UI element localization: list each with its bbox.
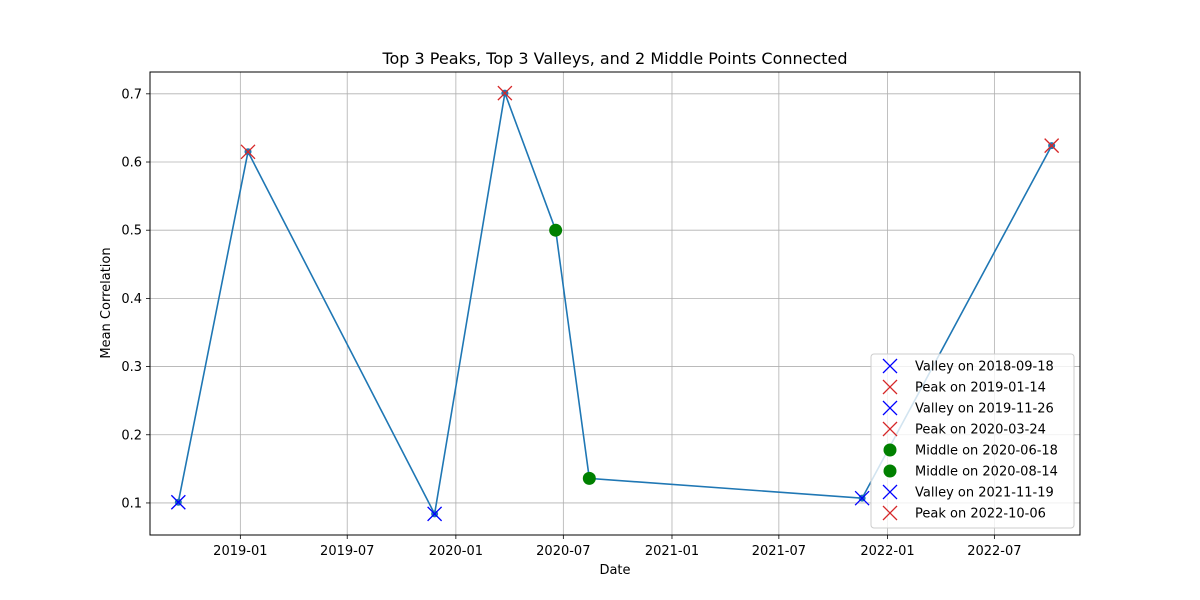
y-tick-label: 0.5 [121,224,142,239]
x-tick-label: 2019-01 [213,544,267,559]
legend-peak-marker [882,379,898,395]
legend-middle-marker [883,464,897,478]
x-tick-label: 2022-07 [967,544,1021,559]
x-tick-label: 2020-01 [429,544,483,559]
middle-marker [549,223,563,237]
x-tick-label: 2020-07 [536,544,590,559]
legend-box [870,353,1075,529]
legend: Valley on 2018-09-18 Peak on 2019-01-14 Va… [870,353,1075,529]
legend-entry-label: Peak on 2022-10-06 [915,507,1046,522]
y-axis-ticks: 0.1 0.2 0.3 0.4 0.5 0.6 0.7 [121,87,150,511]
x-axis-ticks: 2019-01 2019-07 2020-01 2020-07 2021-01 2021-… [213,535,1022,559]
legend-entry-label: Middle on 2020-06-18 [915,444,1058,459]
y-tick-label: 0.6 [121,156,142,171]
middle-marker [582,471,596,485]
y-tick-label: 0.2 [121,428,142,443]
x-tick-label: 2022-01 [860,544,914,559]
y-axis-label: Mean Correlation [99,247,114,358]
y-tick-label: 0.1 [121,496,142,511]
peak-marker [1044,138,1060,154]
chart-title: Top 3 Peaks, Top 3 Valleys, and 2 Middle… [381,49,847,68]
legend-entry-label: Valley on 2021-11-19 [915,486,1054,501]
valley-marker [427,506,443,522]
legend-peak-marker [882,505,898,521]
x-tick-label: 2021-07 [752,544,806,559]
legend-middle-marker [883,443,897,457]
valley-marker [170,494,186,510]
legend-peak-marker [882,421,898,437]
legend-valley-marker [882,484,898,500]
series-line-group [177,90,1053,517]
x-tick-label: 2021-01 [645,544,699,559]
peak-marker [497,85,513,101]
plot-frame [149,71,1081,536]
legend-entry-label: Peak on 2019-01-14 [915,381,1046,396]
series-line [177,90,1053,517]
legend-entry-label: Peak on 2020-03-24 [915,423,1046,438]
legend-entry-label: Valley on 2018-09-18 [915,360,1054,375]
x-axis-label: Date [599,563,630,578]
y-tick-label: 0.7 [121,87,142,102]
x-tick-label: 2019-07 [320,544,374,559]
y-tick-label: 0.3 [121,360,142,375]
legend-valley-marker [882,400,898,416]
legend-entry-label: Middle on 2020-08-14 [915,465,1058,480]
legend-valley-marker [882,358,898,374]
valley-marker [854,490,870,506]
peak-marker [240,144,256,160]
y-tick-label: 0.4 [121,292,142,307]
marker-group [170,85,1060,522]
legend-entry-label: Valley on 2019-11-26 [915,402,1054,417]
